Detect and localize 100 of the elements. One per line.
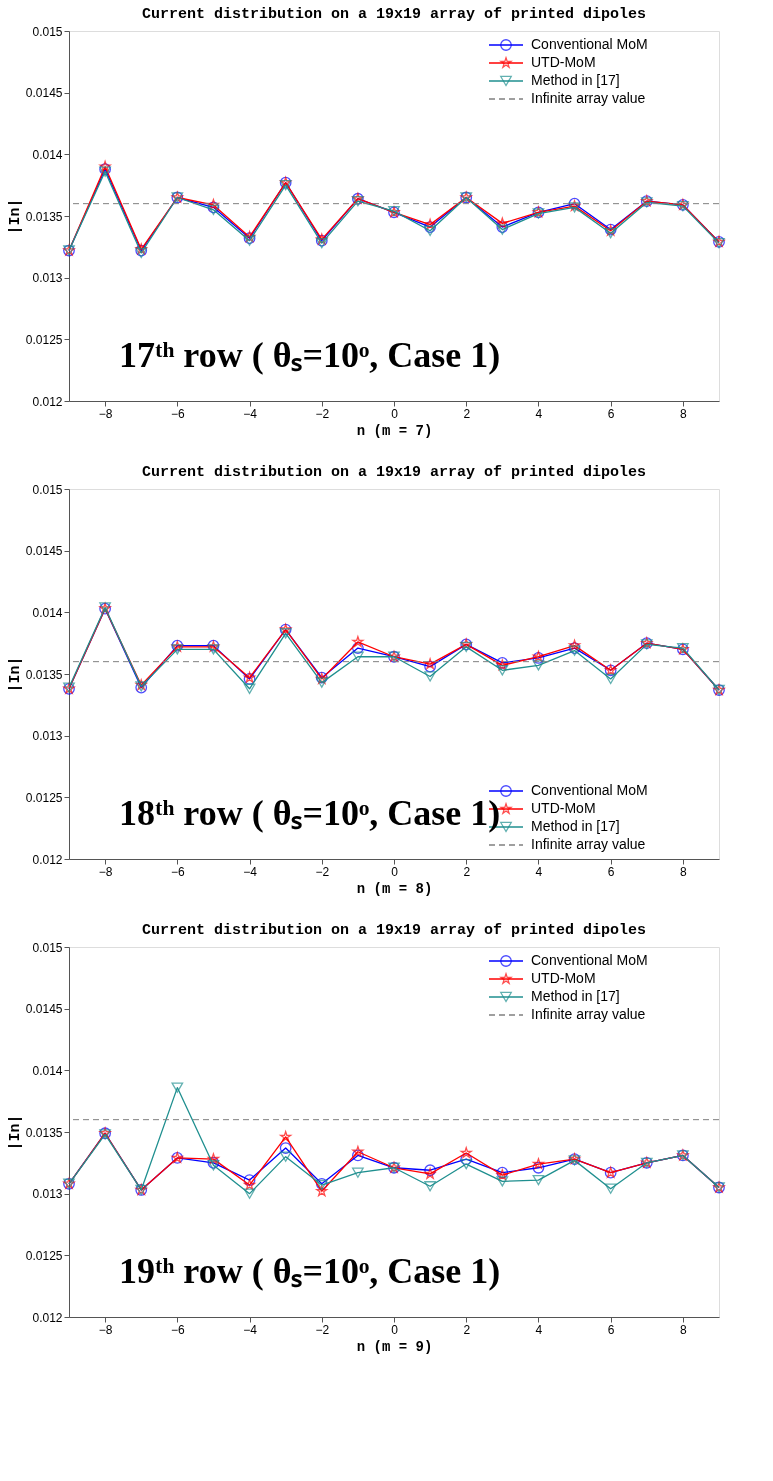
y-tick-label: 0.0135 bbox=[25, 667, 63, 682]
chart-title: Current distribution on a 19x19 array of printed dipoles bbox=[141, 464, 647, 481]
legend-label: Conventional MoM bbox=[531, 952, 648, 968]
x-tick-label: 0 bbox=[391, 864, 399, 879]
annotation: 19ᵗʰ row ( θₛ=10ᵒ, Case 1) bbox=[119, 1251, 501, 1291]
point bbox=[207, 1153, 220, 1165]
chart-title: Current distribution on a 19x19 array of printed dipoles bbox=[141, 6, 647, 23]
point bbox=[604, 1183, 617, 1194]
point bbox=[352, 1145, 364, 1157]
point bbox=[532, 660, 545, 671]
legend-label: UTD-MoM bbox=[531, 970, 596, 986]
point bbox=[460, 1153, 473, 1166]
y-axis-title: |In| bbox=[6, 198, 24, 235]
point bbox=[604, 228, 617, 239]
point bbox=[496, 217, 508, 229]
legend-label: Method in [17] bbox=[531, 988, 620, 1004]
y-tick-label: 0.0135 bbox=[25, 1125, 63, 1140]
y-tick-label: 0.014 bbox=[32, 605, 63, 620]
x-tick-label: 6 bbox=[607, 864, 615, 879]
y-tick-label: 0.015 bbox=[32, 940, 63, 955]
point bbox=[532, 1158, 545, 1169]
x-tick-label: −2 bbox=[315, 406, 330, 421]
point bbox=[496, 665, 509, 676]
y-tick-label: 0.0145 bbox=[25, 1002, 63, 1017]
y-axis-title: |In| bbox=[6, 656, 24, 693]
x-tick-label: −8 bbox=[98, 406, 113, 421]
x-tick-label: 2 bbox=[463, 864, 471, 879]
x-tick-label: 4 bbox=[535, 406, 543, 421]
x-tick-label: 6 bbox=[607, 1322, 615, 1337]
x-tick-label: −4 bbox=[243, 864, 258, 879]
legend-label: Method in [17] bbox=[531, 818, 620, 834]
y-tick-label: 0.012 bbox=[32, 394, 63, 409]
y-tick-label: 0.0125 bbox=[25, 790, 63, 805]
x-axis-title: n (m = 7) bbox=[356, 422, 433, 439]
x-tick-label: 6 bbox=[607, 406, 615, 421]
x-axis-title: n (m = 8) bbox=[356, 880, 433, 897]
point bbox=[171, 644, 184, 655]
legend-label: UTD-MoM bbox=[531, 54, 596, 70]
point bbox=[424, 671, 437, 682]
point bbox=[315, 677, 328, 688]
x-tick-label: −8 bbox=[98, 1322, 113, 1337]
legend-label: Infinite array value bbox=[531, 1006, 646, 1022]
point bbox=[496, 1176, 509, 1187]
x-tick-label: −4 bbox=[243, 406, 258, 421]
point bbox=[207, 1160, 220, 1171]
legend-label: Infinite array value bbox=[531, 836, 646, 852]
x-tick-label: −2 bbox=[315, 1322, 330, 1337]
point bbox=[279, 1151, 292, 1162]
y-tick-label: 0.0145 bbox=[25, 86, 63, 101]
x-tick-label: −6 bbox=[170, 406, 185, 421]
x-tick-label: 2 bbox=[463, 1322, 471, 1337]
point bbox=[279, 628, 292, 639]
legend-label: Infinite array value bbox=[531, 90, 646, 106]
point bbox=[243, 1179, 256, 1190]
legend-label: Method in [17] bbox=[531, 72, 620, 88]
point bbox=[279, 1142, 292, 1154]
x-tick-label: −6 bbox=[170, 1322, 185, 1337]
x-tick-label: −4 bbox=[243, 1322, 258, 1337]
point bbox=[424, 225, 437, 236]
point bbox=[243, 1188, 256, 1199]
point bbox=[243, 1174, 256, 1186]
point bbox=[604, 673, 617, 685]
y-tick-label: 0.013 bbox=[32, 729, 63, 744]
y-tick-label: 0.0125 bbox=[25, 1248, 63, 1263]
legend-label: UTD-MoM bbox=[531, 800, 596, 816]
point bbox=[171, 1082, 184, 1093]
point bbox=[351, 651, 364, 662]
y-tick-label: 0.014 bbox=[32, 147, 63, 162]
point bbox=[424, 1181, 437, 1192]
point bbox=[243, 683, 256, 694]
point bbox=[207, 644, 220, 655]
legend-label: Conventional MoM bbox=[531, 36, 648, 52]
y-tick-label: 0.0135 bbox=[25, 209, 63, 224]
y-tick-label: 0.013 bbox=[32, 271, 63, 286]
chart-title: Current distribution on a 19x19 array of printed dipoles bbox=[141, 922, 647, 939]
x-tick-label: 8 bbox=[680, 1322, 688, 1337]
point bbox=[532, 1174, 545, 1186]
point bbox=[351, 196, 364, 207]
y-tick-label: 0.013 bbox=[32, 1187, 63, 1202]
x-tick-label: 8 bbox=[680, 406, 688, 421]
point bbox=[316, 1185, 328, 1197]
x-tick-label: 2 bbox=[463, 406, 471, 421]
point bbox=[351, 1149, 364, 1162]
x-tick-label: 0 bbox=[391, 406, 399, 421]
y-tick-label: 0.014 bbox=[32, 1063, 63, 1078]
point bbox=[460, 1158, 473, 1170]
y-tick-label: 0.015 bbox=[32, 24, 63, 39]
annotation: 18ᵗʰ row ( θₛ=10ᵒ, Case 1) bbox=[119, 793, 501, 833]
legend-label: Conventional MoM bbox=[531, 782, 648, 798]
y-axis-title: |In| bbox=[6, 1114, 24, 1151]
x-axis-title: n (m = 9) bbox=[356, 1338, 433, 1355]
x-tick-label: −2 bbox=[315, 864, 330, 879]
y-tick-label: 0.0145 bbox=[25, 544, 63, 559]
x-tick-label: 4 bbox=[535, 864, 543, 879]
point bbox=[351, 1167, 364, 1178]
x-tick-label: 4 bbox=[535, 1322, 543, 1337]
y-tick-label: 0.012 bbox=[32, 1310, 63, 1325]
annotation: 17ᵗʰ row ( θₛ=10ᵒ, Case 1) bbox=[119, 335, 501, 375]
x-tick-label: 8 bbox=[680, 864, 688, 879]
x-tick-label: −6 bbox=[170, 864, 185, 879]
